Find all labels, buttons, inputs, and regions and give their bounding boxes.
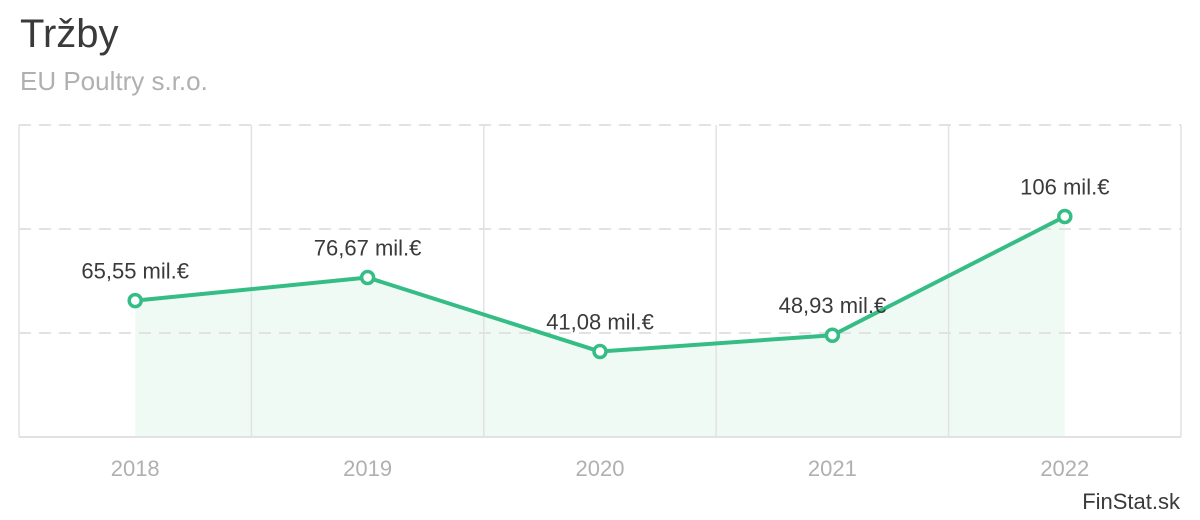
data-point xyxy=(592,343,608,360)
data-point xyxy=(824,327,841,343)
data-label: 41,08 mil.€ xyxy=(546,310,654,335)
x-tick-label: 2018 xyxy=(111,456,160,481)
data-label: 106 mil.€ xyxy=(1020,175,1109,200)
data-point xyxy=(1057,208,1073,225)
area-fill xyxy=(135,216,1065,437)
data-point xyxy=(359,269,376,286)
x-tick-label: 2022 xyxy=(1040,456,1089,481)
x-tick-label: 2020 xyxy=(576,456,625,481)
x-tick-label: 2019 xyxy=(343,456,392,481)
x-tick-label: 2021 xyxy=(808,456,857,481)
chart-title: Tržby xyxy=(20,12,119,56)
data-label: 48,93 mil.€ xyxy=(779,293,887,318)
data-label: 65,55 mil.€ xyxy=(81,259,189,284)
data-point xyxy=(127,292,143,309)
chart-subtitle: EU Poultry s.r.o. xyxy=(20,66,208,96)
finstat-credit-link[interactable]: FinStat.sk xyxy=(1082,489,1180,514)
data-label: 76,67 mil.€ xyxy=(314,236,422,261)
